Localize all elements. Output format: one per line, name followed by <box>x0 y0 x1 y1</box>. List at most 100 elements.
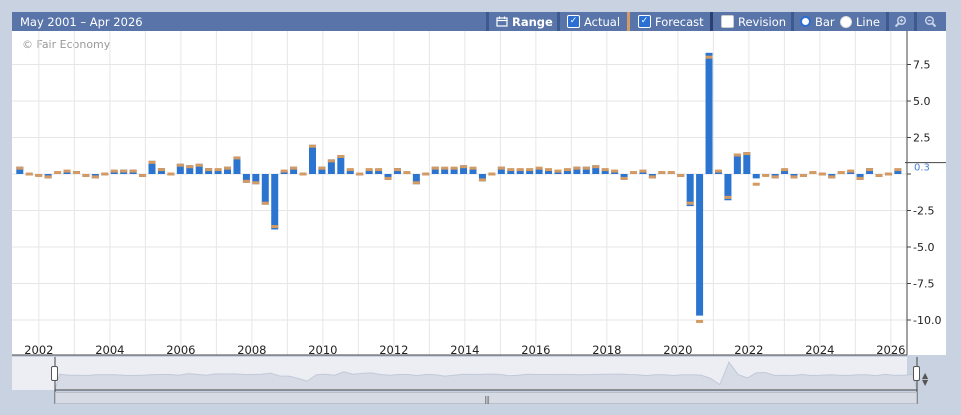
forecast-marker[interactable] <box>554 169 562 173</box>
forecast-marker[interactable] <box>35 173 43 177</box>
actual-bar[interactable] <box>261 174 269 205</box>
forecast-marker[interactable] <box>252 181 260 185</box>
actual-bar[interactable] <box>601 169 609 174</box>
forecast-marker[interactable] <box>63 169 71 173</box>
forecast-marker[interactable] <box>139 173 147 177</box>
bar-radio[interactable]: Bar <box>800 12 835 31</box>
actual-bar[interactable] <box>696 174 704 316</box>
actual-bar[interactable] <box>252 174 260 185</box>
navigator-scrollbar[interactable]: ||| <box>55 392 917 404</box>
actual-bar[interactable] <box>573 166 581 174</box>
forecast-marker[interactable] <box>733 153 741 157</box>
actual-bar[interactable] <box>545 169 553 174</box>
actual-bar[interactable] <box>318 166 326 174</box>
forecast-marker[interactable] <box>224 166 232 170</box>
forecast-marker[interactable] <box>856 176 864 180</box>
forecast-marker[interactable] <box>639 169 647 173</box>
actual-bar[interactable] <box>327 159 335 174</box>
line-radio[interactable]: Line <box>840 12 880 31</box>
actual-bar[interactable] <box>271 174 279 230</box>
forecast-marker[interactable] <box>205 168 213 172</box>
navigator-left-handle[interactable] <box>51 366 58 381</box>
forecast-marker[interactable] <box>545 168 553 172</box>
forecast-marker[interactable] <box>592 165 600 169</box>
forecast-marker[interactable] <box>16 166 24 170</box>
actual-bar[interactable] <box>724 174 732 201</box>
forecast-marker[interactable] <box>478 178 486 182</box>
forecast-marker[interactable] <box>290 166 298 170</box>
forecast-marker[interactable] <box>242 179 250 183</box>
actual-bar[interactable] <box>516 169 524 174</box>
forecast-marker[interactable] <box>658 171 666 175</box>
forecast-marker[interactable] <box>157 168 165 172</box>
forecast-marker[interactable] <box>271 225 279 229</box>
forecast-marker[interactable] <box>667 171 675 175</box>
forecast-marker[interactable] <box>460 165 468 169</box>
forecast-marker[interactable] <box>214 168 222 172</box>
actual-bar[interactable] <box>497 166 505 174</box>
forecast-marker[interactable] <box>507 168 515 172</box>
forecast-marker[interactable] <box>327 159 335 163</box>
actual-bar[interactable] <box>365 169 373 174</box>
forecast-marker[interactable] <box>847 169 855 173</box>
actual-bar[interactable] <box>592 165 600 174</box>
forecast-marker[interactable] <box>101 172 109 176</box>
forecast-marker[interactable] <box>866 168 874 172</box>
forecast-marker[interactable] <box>261 201 269 205</box>
actual-bar[interactable] <box>195 163 203 174</box>
forecast-marker[interactable] <box>714 169 722 173</box>
zoom-in-button[interactable] <box>894 12 907 31</box>
forecast-marker[interactable] <box>781 168 789 172</box>
forecast-marker[interactable] <box>431 166 439 170</box>
forecast-marker[interactable] <box>799 173 807 177</box>
forecast-marker[interactable] <box>44 175 52 179</box>
actual-bar[interactable] <box>535 168 543 174</box>
actual-bar[interactable] <box>781 169 789 174</box>
actual-bar[interactable] <box>478 174 486 182</box>
forecast-marker[interactable] <box>54 171 62 175</box>
forecast-marker[interactable] <box>630 171 638 175</box>
forecast-marker[interactable] <box>469 166 477 170</box>
actual-bar[interactable] <box>582 166 590 174</box>
forecast-marker[interactable] <box>422 172 430 176</box>
actual-checkbox[interactable]: ✓ Actual <box>567 12 620 31</box>
forecast-marker[interactable] <box>790 175 798 179</box>
actual-bar[interactable] <box>224 166 232 174</box>
zoom-out-button[interactable] <box>924 12 937 31</box>
forecast-marker[interactable] <box>356 172 364 176</box>
forecast-marker[interactable] <box>346 168 354 172</box>
actual-bar[interactable] <box>375 169 383 174</box>
forecast-marker[interactable] <box>308 144 316 148</box>
forecast-marker[interactable] <box>120 169 128 173</box>
forecast-marker[interactable] <box>450 166 458 170</box>
forecast-marker[interactable] <box>762 173 770 177</box>
actual-bar[interactable] <box>186 165 194 174</box>
actual-bar[interactable] <box>176 163 184 174</box>
forecast-marker[interactable] <box>894 168 902 172</box>
forecast-checkbox[interactable]: ✓ Forecast <box>638 12 704 31</box>
forecast-marker[interactable] <box>365 168 373 172</box>
navigator-right-handle[interactable] <box>913 366 920 381</box>
forecast-marker[interactable] <box>677 173 685 177</box>
forecast-marker[interactable] <box>72 171 80 175</box>
forecast-marker[interactable] <box>752 182 760 186</box>
forecast-marker[interactable] <box>705 55 713 59</box>
actual-bar[interactable] <box>16 166 24 174</box>
actual-bar[interactable] <box>308 144 316 174</box>
actual-bar[interactable] <box>743 152 751 174</box>
forecast-marker[interactable] <box>535 166 543 170</box>
forecast-marker[interactable] <box>601 168 609 172</box>
forecast-marker[interactable] <box>563 168 571 172</box>
actual-bar[interactable] <box>214 169 222 174</box>
forecast-marker[interactable] <box>403 171 411 175</box>
forecast-marker[interactable] <box>771 175 779 179</box>
actual-bar[interactable] <box>290 166 298 174</box>
forecast-marker[interactable] <box>573 166 581 170</box>
actual-bar[interactable] <box>148 160 156 174</box>
forecast-marker[interactable] <box>828 175 836 179</box>
forecast-marker[interactable] <box>497 166 505 170</box>
forecast-marker[interactable] <box>82 173 90 177</box>
actual-bar[interactable] <box>431 166 439 174</box>
actual-bar[interactable] <box>705 52 713 174</box>
forecast-marker[interactable] <box>488 172 496 176</box>
